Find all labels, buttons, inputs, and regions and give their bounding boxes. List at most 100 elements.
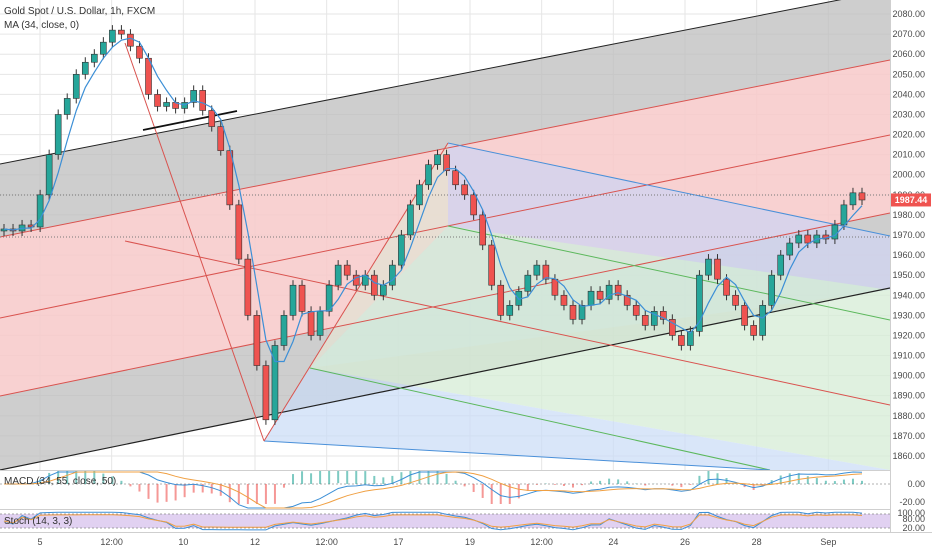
macd-hist-bar — [418, 471, 421, 484]
macd-hist-bar — [156, 484, 159, 503]
macd-hist-bar — [472, 484, 475, 492]
last-price-label: 1987.44 — [895, 195, 928, 205]
fork2-zone-purple — [448, 143, 890, 290]
fork2-zone-green — [310, 226, 890, 470]
macd-hist-bar — [626, 481, 629, 484]
macd-hist-bar — [273, 484, 276, 504]
y-tick-label: 2080.00 — [892, 9, 925, 19]
y-tick-label: 1910.00 — [892, 351, 925, 361]
x-tick-label: 12 — [250, 537, 260, 547]
time-axis-ticks[interactable]: 5 12:00 10 12 12:00 17 19 12:00 24 26 28 Sep — [37, 537, 836, 547]
ma-legend: MA (34, close, 0) — [4, 20, 79, 31]
macd-hist-bar — [84, 471, 87, 484]
macd-hist-bar — [138, 484, 141, 492]
candle-body — [723, 278, 730, 296]
macd-hist-bar — [644, 484, 647, 486]
macd-hist-bar — [111, 476, 114, 484]
macd-hist-bar — [824, 480, 827, 484]
macd-hist-bar — [120, 480, 123, 484]
chart-title: Gold Spot / U.S. Dollar, 1h, FXCM — [4, 6, 155, 17]
x-tick-label: 24 — [608, 537, 618, 547]
macd-hist-bar — [174, 484, 177, 501]
candle-body — [45, 154, 53, 196]
y-tick-label: 1940.00 — [892, 290, 925, 300]
macd-hist-bar — [535, 484, 538, 485]
fork2-line-b — [447, 225, 890, 321]
macd-hist-bar — [337, 471, 340, 484]
candle-body — [343, 264, 351, 276]
macd-hist-bar — [599, 480, 602, 484]
macd-hist-bar — [571, 484, 574, 488]
macd-hist-bar — [400, 472, 403, 484]
candle-body — [334, 264, 342, 286]
candle-body — [524, 274, 532, 292]
y-tick-label: 2050.00 — [892, 69, 925, 79]
candle-body — [298, 284, 306, 312]
fork-handle-2 — [124, 240, 890, 406]
candle-body — [109, 29, 116, 43]
macd-hist-bar — [228, 484, 231, 503]
candle-body — [732, 294, 739, 306]
candle-body — [208, 110, 216, 127]
candle-body — [253, 315, 261, 366]
trendline-short — [142, 110, 238, 131]
macd-hist-bar — [779, 475, 782, 484]
macd-hist-bar — [553, 484, 556, 485]
candle-body — [479, 214, 486, 246]
macd-hist-bar — [328, 471, 331, 484]
candle-body — [632, 304, 640, 316]
candle-body — [488, 244, 496, 286]
candle-body — [569, 304, 577, 320]
fork-zone-upper-gray — [0, 0, 890, 237]
y-tick-label: 2020.00 — [892, 130, 925, 140]
macd-hist-bar — [752, 484, 755, 490]
candle-body — [596, 290, 604, 300]
y-tick-label: 1870.00 — [892, 431, 925, 441]
candle-body — [660, 311, 667, 320]
candle-body — [226, 150, 234, 206]
price-axis[interactable] — [890, 0, 932, 532]
y-tick-label: 2010.00 — [892, 150, 925, 160]
stoch-tick-label: 80.00 — [902, 514, 925, 524]
macd-hist-bar — [680, 484, 683, 488]
y-tick-label: 2030.00 — [892, 109, 925, 119]
y-tick-label: 1880.00 — [892, 411, 925, 421]
candle-body — [804, 234, 812, 244]
macd-hist-bar — [581, 484, 584, 486]
y-tick-label: 1930.00 — [892, 310, 925, 320]
fork-handle-1 — [124, 42, 265, 442]
macd-hist-bar — [75, 471, 78, 484]
candle-body — [641, 315, 649, 326]
macd-hist-bar — [608, 478, 611, 484]
candle-body — [741, 304, 748, 326]
candle-body — [416, 184, 423, 206]
fork2-line-d — [263, 440, 771, 470]
candle-body — [849, 192, 857, 206]
macd-hist-bar — [292, 474, 295, 484]
macd-hist-bar — [851, 478, 854, 484]
candle-body — [271, 345, 279, 421]
fork-top-line — [0, 0, 842, 165]
candle-body — [506, 304, 514, 316]
macd-hist-bar — [590, 481, 593, 484]
candle-body — [759, 304, 766, 336]
macd-hist-bar — [102, 473, 105, 484]
x-tick-label: Sep — [820, 537, 836, 547]
stoch-tick-label: 20.00 — [902, 523, 925, 533]
x-tick-label: 12:00 — [100, 537, 123, 547]
candle-body — [235, 204, 243, 260]
macd-hist-bar — [436, 471, 439, 484]
candle-body — [696, 274, 703, 332]
macd-tick-label: -20.00 — [899, 497, 925, 507]
candle-body — [777, 254, 785, 276]
candle-body — [750, 325, 757, 336]
fork-median-lower — [0, 212, 890, 397]
stoch-pane — [0, 511, 890, 531]
candle-body — [587, 290, 595, 306]
y-tick-label: 1860.00 — [892, 451, 925, 461]
macd-hist-bar — [698, 475, 701, 484]
candle-body — [136, 45, 143, 59]
fork2-line-a — [447, 142, 890, 237]
